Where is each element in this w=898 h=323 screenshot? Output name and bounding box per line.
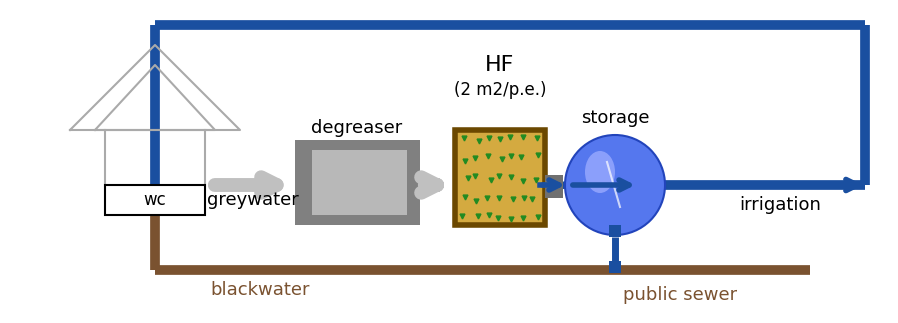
Text: HF: HF [485,55,515,75]
Text: storage: storage [581,109,649,127]
Text: irrigation: irrigation [739,196,821,214]
Bar [545,175,563,198]
Text: public sewer: public sewer [623,286,737,304]
Ellipse shape [565,135,665,235]
Bar [455,130,545,225]
Text: degreaser: degreaser [312,119,402,137]
Text: (2 m2/p.e.): (2 m2/p.e.) [453,81,546,99]
Bar [295,140,420,225]
Ellipse shape [585,151,615,193]
Bar [609,261,621,273]
Text: blackwater: blackwater [210,281,310,299]
Text: greywater: greywater [207,191,299,209]
Text: wc: wc [144,191,166,209]
Bar [312,150,407,215]
Bar [105,185,205,215]
Bar [609,225,621,237]
